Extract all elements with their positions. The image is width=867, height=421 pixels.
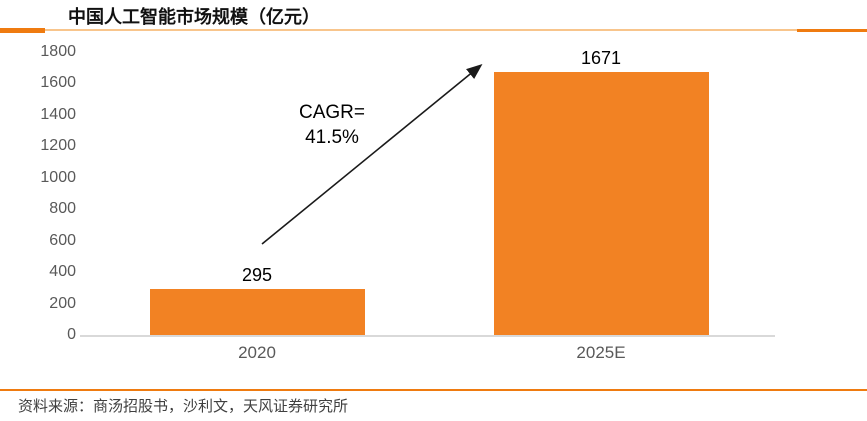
cagr-growth-arrow-icon [261,63,483,245]
y-axis-tick-label: 400 [49,263,76,281]
x-axis-category-label: 2025E [576,343,626,362]
y-axis-tick-label: 1600 [40,74,76,92]
y-axis-tick-label: 1800 [40,43,76,60]
y-axis-tick-label: 200 [49,294,76,312]
title-underline-right-accent [797,29,867,32]
y-axis-tick-label: 1200 [40,137,76,155]
y-axis-tick-label: 800 [49,200,76,218]
x-axis-line [80,335,775,337]
y-axis-tick-label: 0 [67,326,76,343]
cagr-annotation-line2: 41.5% [305,127,359,148]
footer-divider [0,389,867,391]
bar-value-label: 295 [241,264,273,285]
chart-title: 中国人工智能市场规模（亿元） [68,7,320,27]
y-axis-tick-label: 600 [49,231,76,249]
bar-2020 [149,288,365,335]
cagr-annotation-line1: CAGR= [299,102,365,123]
bar-value-label: 1671 [580,48,622,69]
cagr-annotation: CAGR= 41.5% [280,100,384,150]
title-underline [0,29,867,31]
title-underline-left-accent [0,28,45,33]
y-axis-tick-label: 1400 [40,105,76,123]
source-note: 资料来源：商汤招股书，沙利文，天风证券研究所 [18,398,349,415]
y-axis-tick-label: 1000 [40,168,76,186]
x-axis-category-label: 2020 [238,343,276,362]
bar-2025E [493,72,709,335]
